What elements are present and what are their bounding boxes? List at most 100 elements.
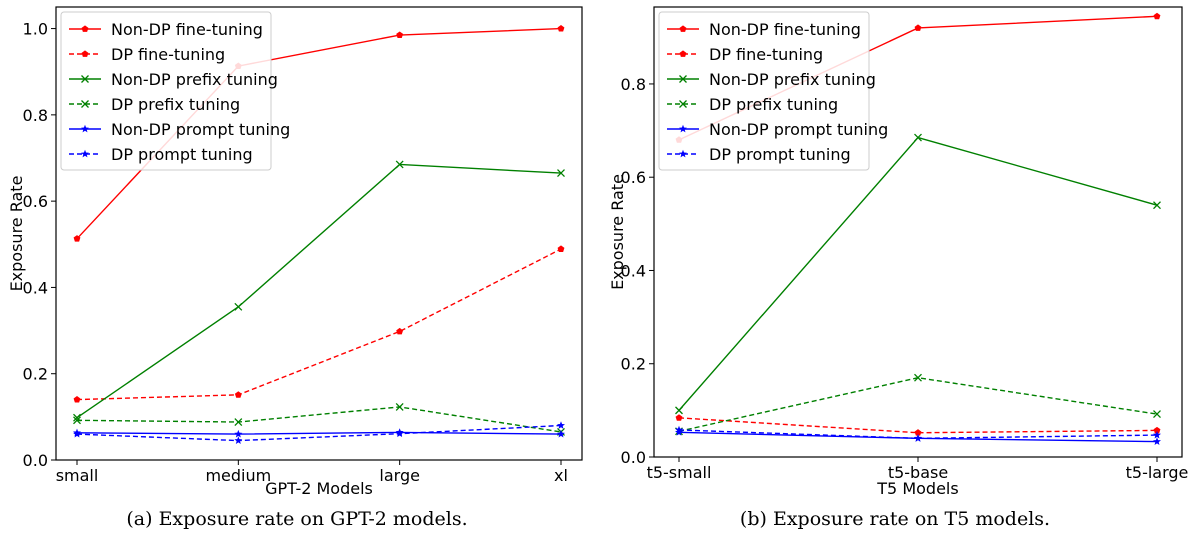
- data-point: [675, 414, 683, 421]
- series-line: [76, 406, 562, 433]
- series-dp-prefix-tuning: [73, 402, 565, 436]
- legend-marker: [679, 25, 687, 32]
- legend-marker: [81, 50, 89, 57]
- y-axis-label: Exposure Rate: [7, 176, 26, 292]
- data-point: [675, 428, 683, 436]
- legend-marker: [679, 100, 687, 108]
- y-tick-label: 0.6: [621, 168, 646, 187]
- chart-panel-gpt2: 0.0 0.2 0.4 0.6 0.8 1.0 small medium large xl GPT-…: [7, 6, 583, 498]
- legend-marker: [679, 124, 687, 133]
- data-point: [557, 24, 565, 32]
- series-line: [76, 248, 562, 401]
- data-point: [1153, 437, 1161, 446]
- series-dp-fine-tuning: [73, 245, 565, 403]
- data-point: [557, 169, 565, 178]
- legend-marker: [679, 149, 687, 158]
- y-tick-label: 0.4: [621, 261, 646, 280]
- x-tick-label: t5-small: [647, 463, 712, 482]
- legend-label: DP prefix tuning: [709, 95, 838, 114]
- data-point: [234, 391, 242, 398]
- legend-marker: [679, 75, 687, 83]
- y-tick-label: 0.8: [23, 106, 48, 125]
- data-point: [396, 31, 404, 38]
- series-non-dp-prefix-tuning: [73, 160, 565, 422]
- caption-gpt2: (a) Exposure rate on GPT-2 models.: [126, 508, 468, 530]
- plot-frame: [55, 6, 583, 461]
- legend: Non-DP fine-tuning DP fine-tuning Non-DP p…: [60, 11, 290, 171]
- legend-box: [658, 11, 870, 171]
- y-tick-label: 0.8: [621, 75, 646, 94]
- data-point: [396, 327, 404, 335]
- data-point: [1153, 201, 1161, 210]
- data-point: [1153, 430, 1161, 439]
- caption-t5: (b) Exposure rate on T5 models.: [739, 508, 1051, 530]
- y-axis-label: Exposure Rate: [608, 174, 627, 290]
- y-tick-label: 0.2: [23, 365, 48, 384]
- x-axis-label: T5 Models: [876, 479, 958, 498]
- data-point: [1153, 12, 1161, 20]
- y-tick-label: 0.2: [621, 355, 646, 374]
- legend-marker: [81, 75, 89, 83]
- legend-label: Non-DP prompt tuning: [111, 120, 290, 139]
- data-point: [395, 429, 404, 438]
- data-point: [675, 425, 683, 434]
- data-point: [234, 302, 243, 311]
- legend-box: [60, 11, 272, 171]
- y-tick-label: 0.4: [23, 278, 48, 297]
- data-point: [1153, 410, 1161, 419]
- series-line: [678, 136, 1158, 411]
- legend-label: Non-DP prompt tuning: [709, 120, 888, 139]
- data-point: [914, 434, 922, 442]
- y-tick-label: 0.6: [23, 192, 48, 211]
- legend-label: Non-DP fine-tuning: [709, 20, 861, 39]
- x-tick-label: small: [56, 466, 99, 485]
- legend-marker: [81, 100, 89, 108]
- legend-label: DP prompt tuning: [709, 145, 851, 164]
- data-point: [234, 418, 243, 426]
- data-point: [73, 429, 81, 438]
- series-non-dp-prefix-tuning: [675, 133, 1161, 415]
- data-point: [73, 416, 81, 425]
- data-point: [234, 429, 243, 438]
- legend-marker: [679, 50, 687, 57]
- legend-label: DP fine-tuning: [111, 45, 225, 64]
- series-dp-prompt-tuning: [675, 425, 1161, 442]
- series-dp-prefix-tuning: [675, 373, 1161, 436]
- data-point: [73, 396, 81, 403]
- x-tick-label: medium: [205, 466, 271, 485]
- x-tick-label: t5-base: [888, 463, 948, 482]
- legend-label: Non-DP prefix tuning: [111, 70, 278, 89]
- y-tick-label: 0.0: [621, 448, 646, 467]
- data-point: [914, 24, 922, 31]
- series-line: [76, 163, 562, 419]
- data-point: [675, 406, 683, 415]
- legend-marker: [81, 25, 89, 32]
- x-tick-label: large: [379, 466, 420, 485]
- x-axis-label: GPT-2 Models: [265, 479, 373, 498]
- data-point: [557, 245, 565, 252]
- x-tick-label: t5-large: [1126, 463, 1189, 482]
- data-point: [395, 160, 404, 169]
- series-non-dp-prompt-tuning: [73, 428, 565, 438]
- legend: Non-DP fine-tuning DP fine-tuning Non-DP p…: [658, 11, 888, 171]
- legend-marker: [81, 124, 89, 133]
- data-point: [1153, 426, 1161, 434]
- data-point: [914, 133, 922, 142]
- y-tick-label: 0.0: [23, 451, 48, 470]
- data-point: [557, 429, 565, 438]
- data-point: [914, 373, 922, 382]
- legend-label: DP prefix tuning: [111, 95, 240, 114]
- figure: 0.0 0.2 0.4 0.6 0.8 1.0 small medium large xl GPT-…: [7, 6, 1189, 498]
- data-point: [73, 235, 81, 242]
- legend-marker: [81, 149, 89, 158]
- series-line: [76, 424, 562, 442]
- data-point: [234, 436, 243, 444]
- data-point: [557, 421, 565, 429]
- data-point: [914, 429, 922, 436]
- x-tick-label: xl: [554, 466, 568, 485]
- legend-label: DP fine-tuning: [709, 45, 823, 64]
- series-line: [678, 377, 1158, 433]
- legend-label: Non-DP fine-tuning: [111, 20, 263, 39]
- series-dp-prompt-tuning: [73, 421, 565, 444]
- series-line: [76, 431, 562, 435]
